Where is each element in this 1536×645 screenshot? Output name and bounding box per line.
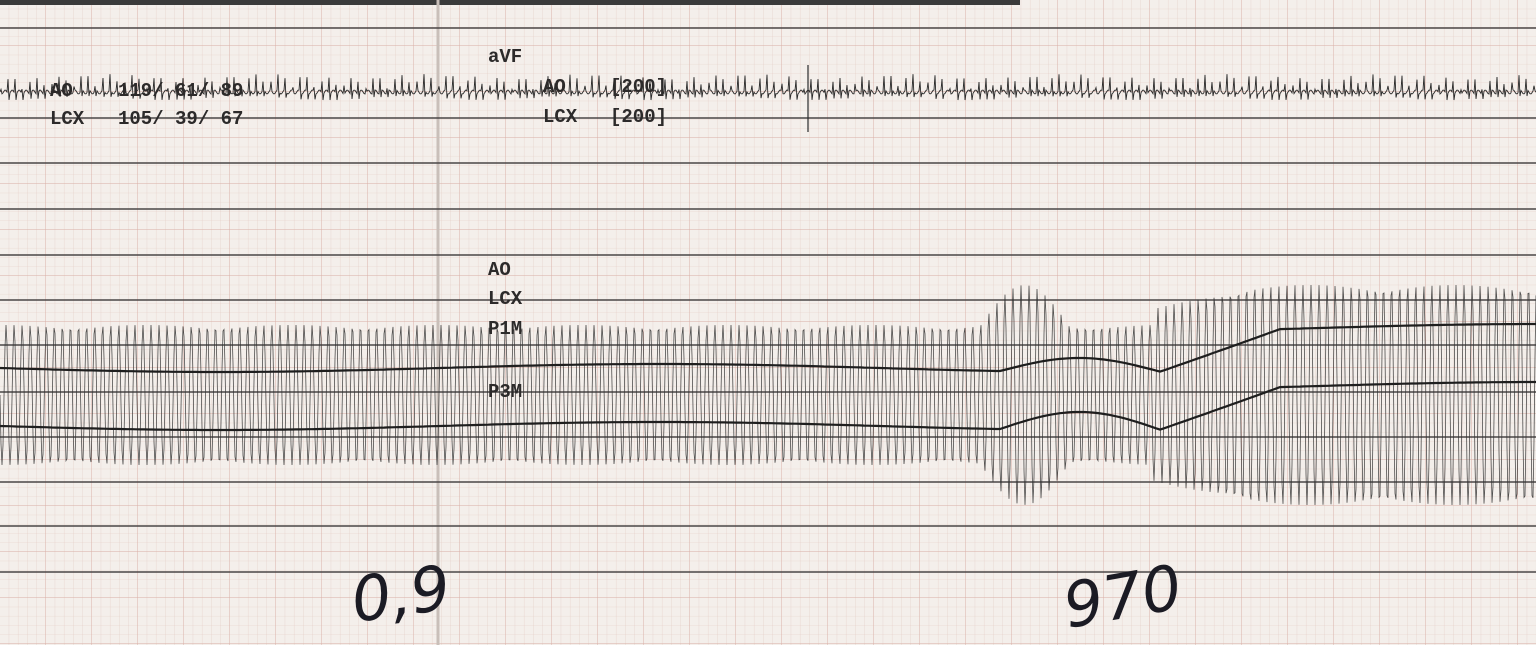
handwritten-note: 0,9 [347,551,455,637]
scale-value: [200] [610,76,667,98]
scale-value: [200] [610,106,667,128]
lead-label: aVF [488,46,522,68]
channel-label: LCX [488,288,523,310]
channel-label: AO [488,259,511,281]
ecg-strip: AO 119/ 61/ 89 LCX 105/ 39/ 67 aVF AO [2… [0,0,1536,645]
channel-label: P3M [488,381,522,403]
scale-lead: AO [543,76,566,98]
photo-edge [0,0,1020,5]
label-values: 105/ 39/ 67 [118,108,243,130]
scale-lead: LCX [543,106,578,128]
label-lead: LCX [50,108,85,130]
channel-label: P1M [488,318,522,340]
label-values: 119/ 61/ 89 [118,80,243,102]
label-lead: AO [50,80,73,102]
